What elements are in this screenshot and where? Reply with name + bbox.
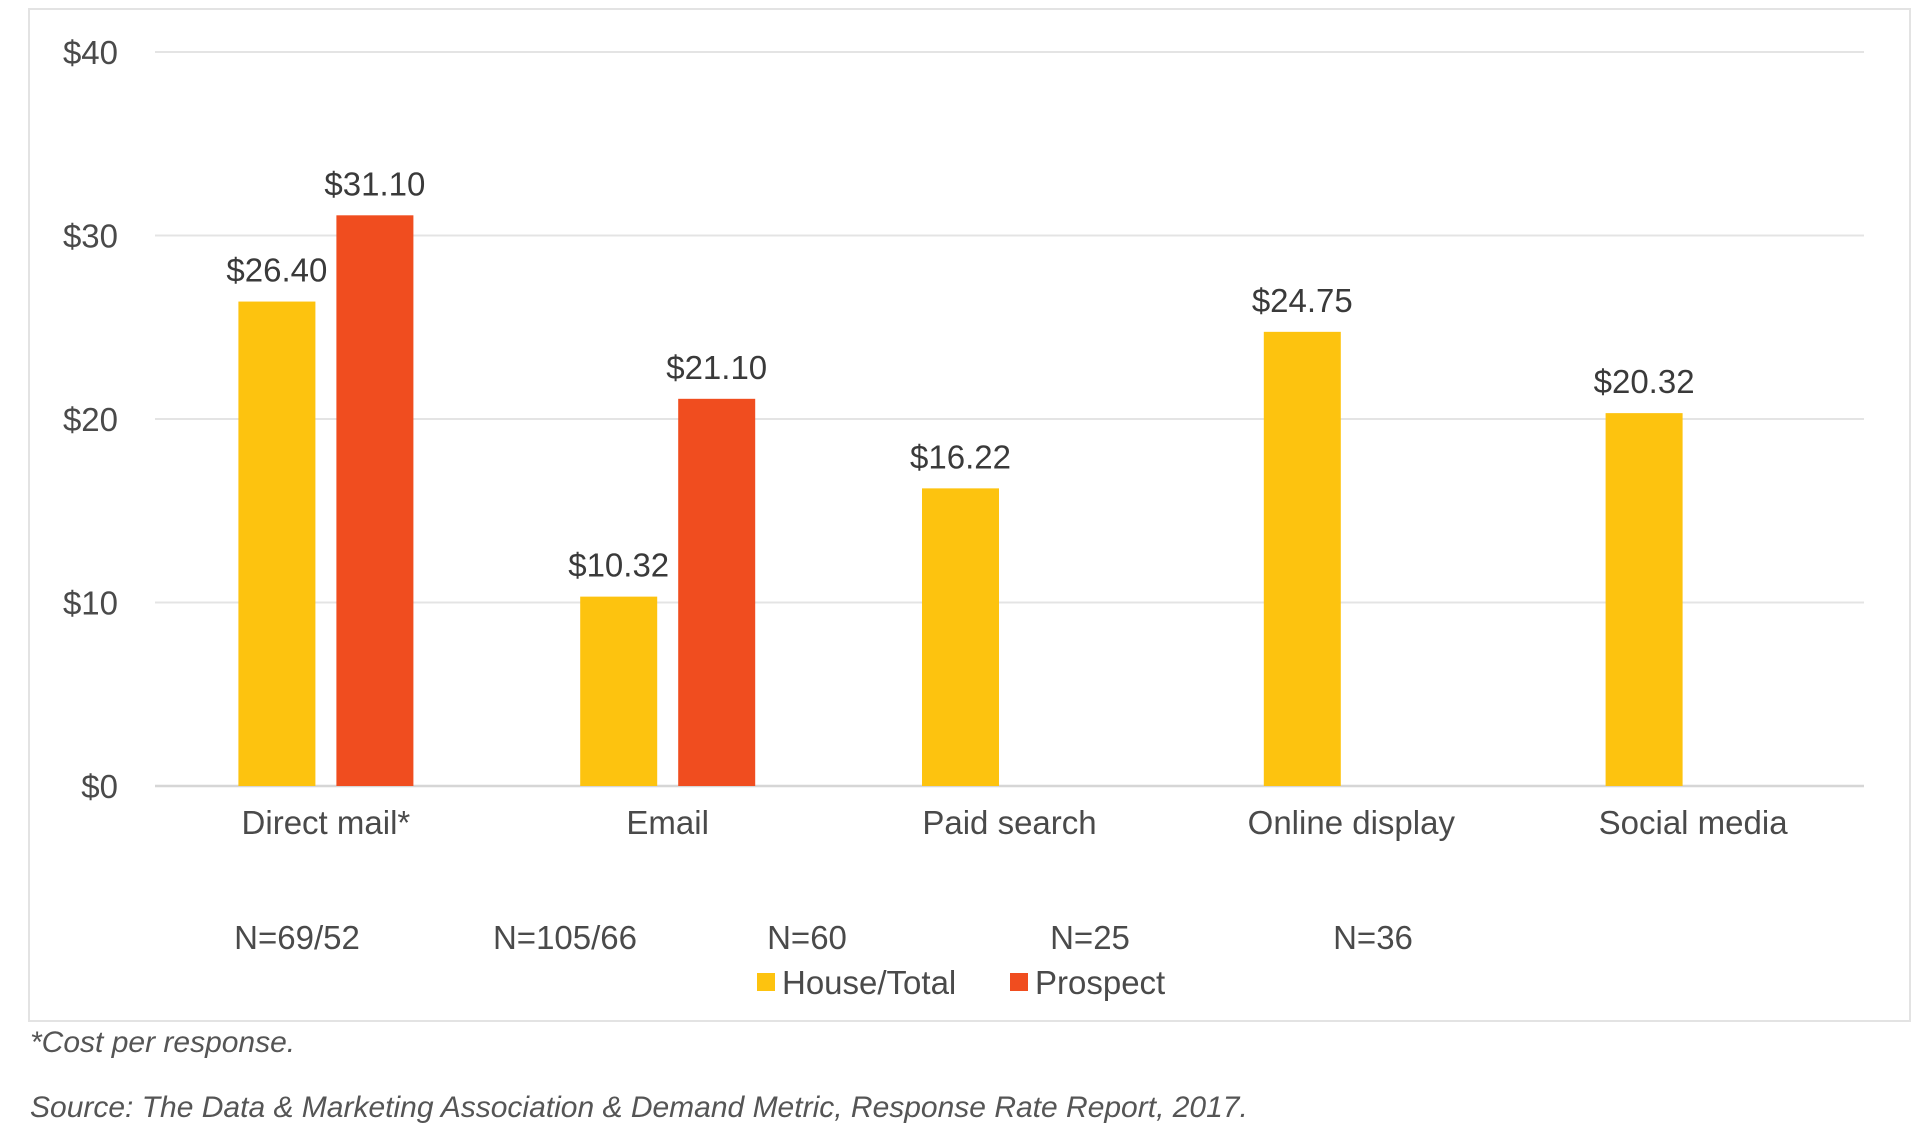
legend-swatch [1010, 973, 1028, 991]
data-label: $21.10 [666, 349, 767, 386]
data-label: $20.32 [1594, 363, 1695, 400]
x-tick-label: Paid search [922, 804, 1096, 841]
sample-size-label: N=105/66 [493, 919, 637, 956]
legend-label: Prospect [1035, 964, 1165, 1001]
bar [1263, 331, 1341, 786]
chart-frame [28, 8, 1911, 1022]
x-tick-label: Social media [1599, 804, 1789, 841]
bar [238, 301, 316, 786]
sample-size-label: N=36 [1333, 919, 1413, 956]
bar [580, 596, 658, 786]
footnote: *Cost per response. [30, 1026, 296, 1059]
bar [1605, 413, 1683, 786]
y-tick-label: $30 [63, 218, 118, 255]
sample-size-label: N=69/52 [234, 919, 360, 956]
bar [336, 215, 414, 786]
bar [678, 398, 756, 786]
data-label: $31.10 [324, 165, 425, 202]
data-label: $16.22 [910, 438, 1011, 475]
source-note: Source: The Data & Marketing Association… [30, 1091, 1248, 1124]
data-label: $24.75 [1252, 282, 1353, 319]
bar [922, 488, 999, 786]
sample-size-label: N=25 [1050, 919, 1130, 956]
y-tick-label: $0 [81, 768, 118, 805]
legend-label: House/Total [782, 964, 956, 1001]
data-label: $10.32 [568, 547, 669, 584]
sample-size-label: N=60 [767, 919, 847, 956]
y-tick-label: $10 [63, 585, 118, 622]
legend-swatch [757, 973, 775, 991]
y-tick-label: $20 [63, 401, 118, 438]
x-tick-label: Direct mail* [242, 804, 411, 841]
x-tick-label: Online display [1248, 804, 1456, 841]
data-label: $26.40 [226, 252, 327, 289]
y-tick-label: $40 [63, 34, 118, 71]
x-tick-label: Email [626, 804, 709, 841]
